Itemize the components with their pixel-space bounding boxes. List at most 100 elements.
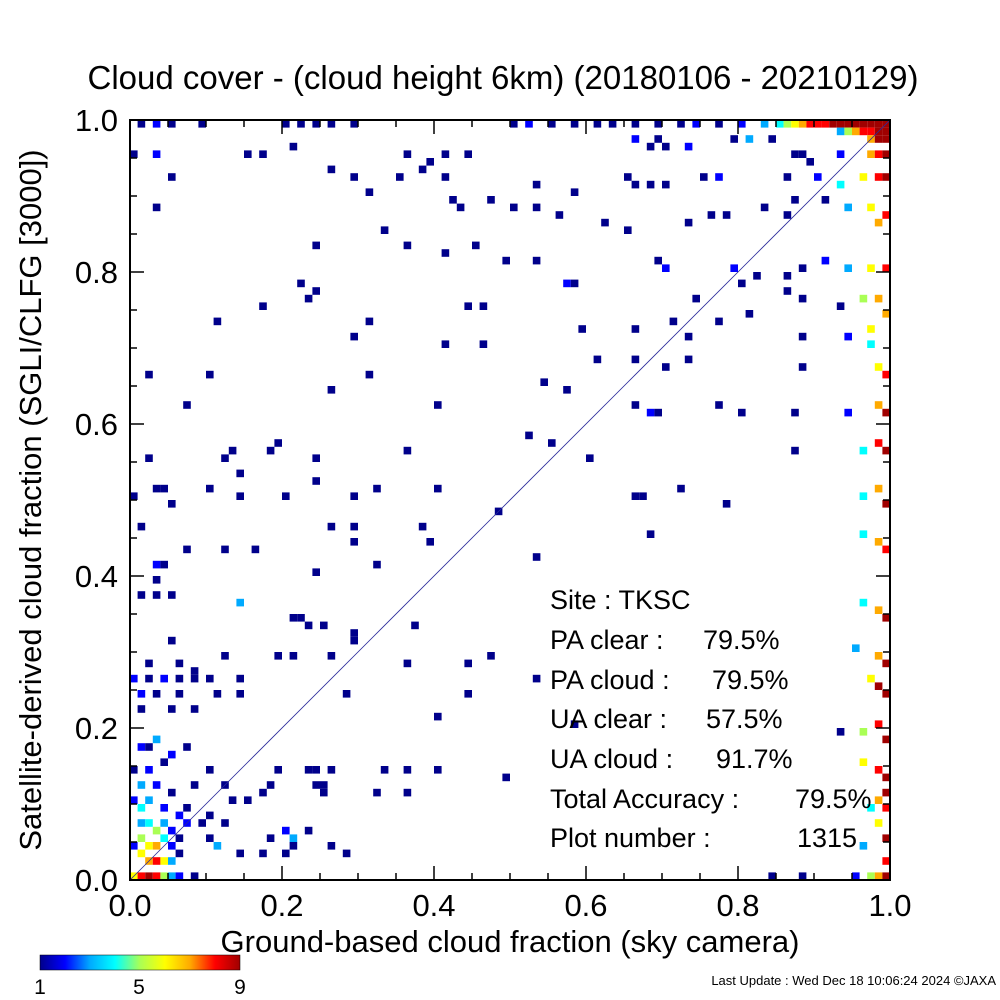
heatmap-cell bbox=[662, 142, 670, 151]
heatmap-cell bbox=[532, 256, 541, 265]
heatmap-cell bbox=[350, 173, 358, 181]
heatmap-cell bbox=[426, 538, 434, 546]
heatmap-cell bbox=[236, 469, 244, 478]
heatmap-cell bbox=[160, 857, 168, 865]
heatmap-cell bbox=[411, 621, 419, 630]
heatmap-cell bbox=[783, 287, 792, 295]
heatmap-cell bbox=[859, 758, 868, 766]
heatmap-cell bbox=[798, 332, 807, 341]
heatmap-cell bbox=[874, 682, 883, 690]
heatmap-cell bbox=[844, 332, 852, 341]
heatmap-cell bbox=[266, 781, 275, 789]
y-tick-label: 1.0 bbox=[75, 103, 118, 138]
heatmap-cell bbox=[145, 796, 153, 804]
heatmap-cell bbox=[631, 355, 640, 364]
heatmap-cell bbox=[418, 165, 427, 174]
heatmap-cell bbox=[175, 834, 184, 842]
heatmap-cell bbox=[684, 218, 693, 227]
heatmap-cell bbox=[479, 302, 488, 310]
heatmap-cell bbox=[175, 849, 184, 858]
heatmap-cell bbox=[707, 211, 716, 219]
heatmap-cell bbox=[532, 180, 541, 189]
heatmap-cell bbox=[274, 766, 282, 774]
heatmap-cell bbox=[472, 241, 480, 250]
heatmap-cell bbox=[692, 120, 700, 128]
axis-ticks: 0.0 0.2 0.4 0.6 0.8 1.0 0.0 0.2 0.4 0.6 0.8 1.0 bbox=[75, 103, 912, 923]
heatmap-cell bbox=[327, 120, 336, 128]
heatmap-cell bbox=[198, 120, 206, 128]
heatmap-cell bbox=[631, 325, 640, 333]
heatmap-cell bbox=[350, 332, 358, 341]
heatmap-cell bbox=[441, 340, 450, 348]
heatmap-cell bbox=[798, 264, 807, 272]
heatmap-cell bbox=[403, 788, 412, 797]
heatmap-cell bbox=[350, 629, 358, 637]
heatmap-cell bbox=[570, 120, 579, 128]
heatmap-cell bbox=[783, 120, 792, 128]
heatmap-cell bbox=[791, 150, 799, 158]
x-tick-label: 0.6 bbox=[564, 888, 607, 923]
heatmap-cell bbox=[145, 370, 153, 379]
heatmap-cell bbox=[859, 120, 868, 128]
heatmap-cell bbox=[312, 568, 320, 576]
heatmap-cell bbox=[312, 781, 320, 789]
heatmap-cell bbox=[760, 120, 769, 128]
heatmap-cell bbox=[297, 120, 305, 128]
heatmap-cell bbox=[190, 667, 199, 675]
heatmap-cell bbox=[137, 522, 146, 531]
heatmap-cell bbox=[449, 196, 457, 204]
heatmap-cell bbox=[130, 674, 138, 683]
heatmap-cell bbox=[168, 826, 176, 835]
heatmap-cell bbox=[821, 256, 830, 265]
heatmap-cell bbox=[327, 652, 336, 660]
heatmap-cell bbox=[882, 857, 890, 865]
heatmap-cell bbox=[578, 325, 586, 333]
heatmap-cell bbox=[403, 150, 412, 158]
heatmap-cell bbox=[434, 712, 442, 721]
heatmap-cell bbox=[859, 530, 868, 538]
y-tick-label: 0.4 bbox=[75, 559, 118, 594]
heatmap-cell bbox=[654, 135, 662, 143]
heatmap-cell bbox=[206, 484, 214, 493]
heatmap-cell bbox=[738, 120, 746, 128]
heatmap-cell bbox=[677, 120, 685, 128]
heatmap-cell bbox=[874, 439, 883, 447]
heatmap-cell bbox=[662, 264, 670, 272]
heatmap-cell bbox=[373, 560, 381, 569]
heatmap-cell bbox=[206, 766, 214, 774]
heatmap-cell bbox=[137, 705, 146, 713]
stat-pa-clear-label: PA clear : bbox=[550, 625, 664, 655]
heatmap-cell bbox=[700, 173, 708, 181]
heatmap-cell bbox=[586, 454, 594, 462]
heatmap-cell bbox=[814, 173, 822, 181]
heatmap-cell bbox=[882, 872, 890, 880]
stat-pa-cloud-label: PA cloud : bbox=[550, 665, 670, 695]
heatmap-cell bbox=[654, 120, 662, 128]
heatmap-cell bbox=[373, 484, 381, 493]
stat-pa-clear-value: 79.5% bbox=[703, 625, 780, 655]
heatmap-cell bbox=[403, 241, 412, 250]
heatmap-cell bbox=[168, 591, 176, 599]
heatmap-cell bbox=[874, 796, 883, 804]
heatmap-cell bbox=[882, 135, 890, 143]
heatmap-cell bbox=[874, 120, 883, 128]
heatmap-cell bbox=[874, 363, 883, 371]
heatmap-cell bbox=[836, 150, 845, 158]
heatmap-cell bbox=[152, 690, 161, 698]
heatmap-cell bbox=[327, 842, 336, 850]
heatmap-cell bbox=[312, 477, 320, 485]
heatmap-cell bbox=[183, 401, 191, 409]
heatmap-cell bbox=[456, 203, 465, 212]
heatmap-cell bbox=[753, 272, 761, 280]
heatmap-cell bbox=[130, 150, 138, 158]
heatmap-cell bbox=[145, 872, 153, 880]
heatmap-cell bbox=[867, 127, 875, 136]
heatmap-cell bbox=[320, 781, 328, 789]
heatmap-cell bbox=[168, 842, 176, 850]
heatmap-cell bbox=[859, 492, 868, 500]
heatmap-cell bbox=[145, 743, 153, 751]
stat-ua-clear-label: UA clear : bbox=[550, 704, 667, 734]
heatmap-cell bbox=[206, 674, 214, 683]
heatmap-cell bbox=[502, 773, 510, 782]
heatmap-cell bbox=[289, 834, 298, 842]
